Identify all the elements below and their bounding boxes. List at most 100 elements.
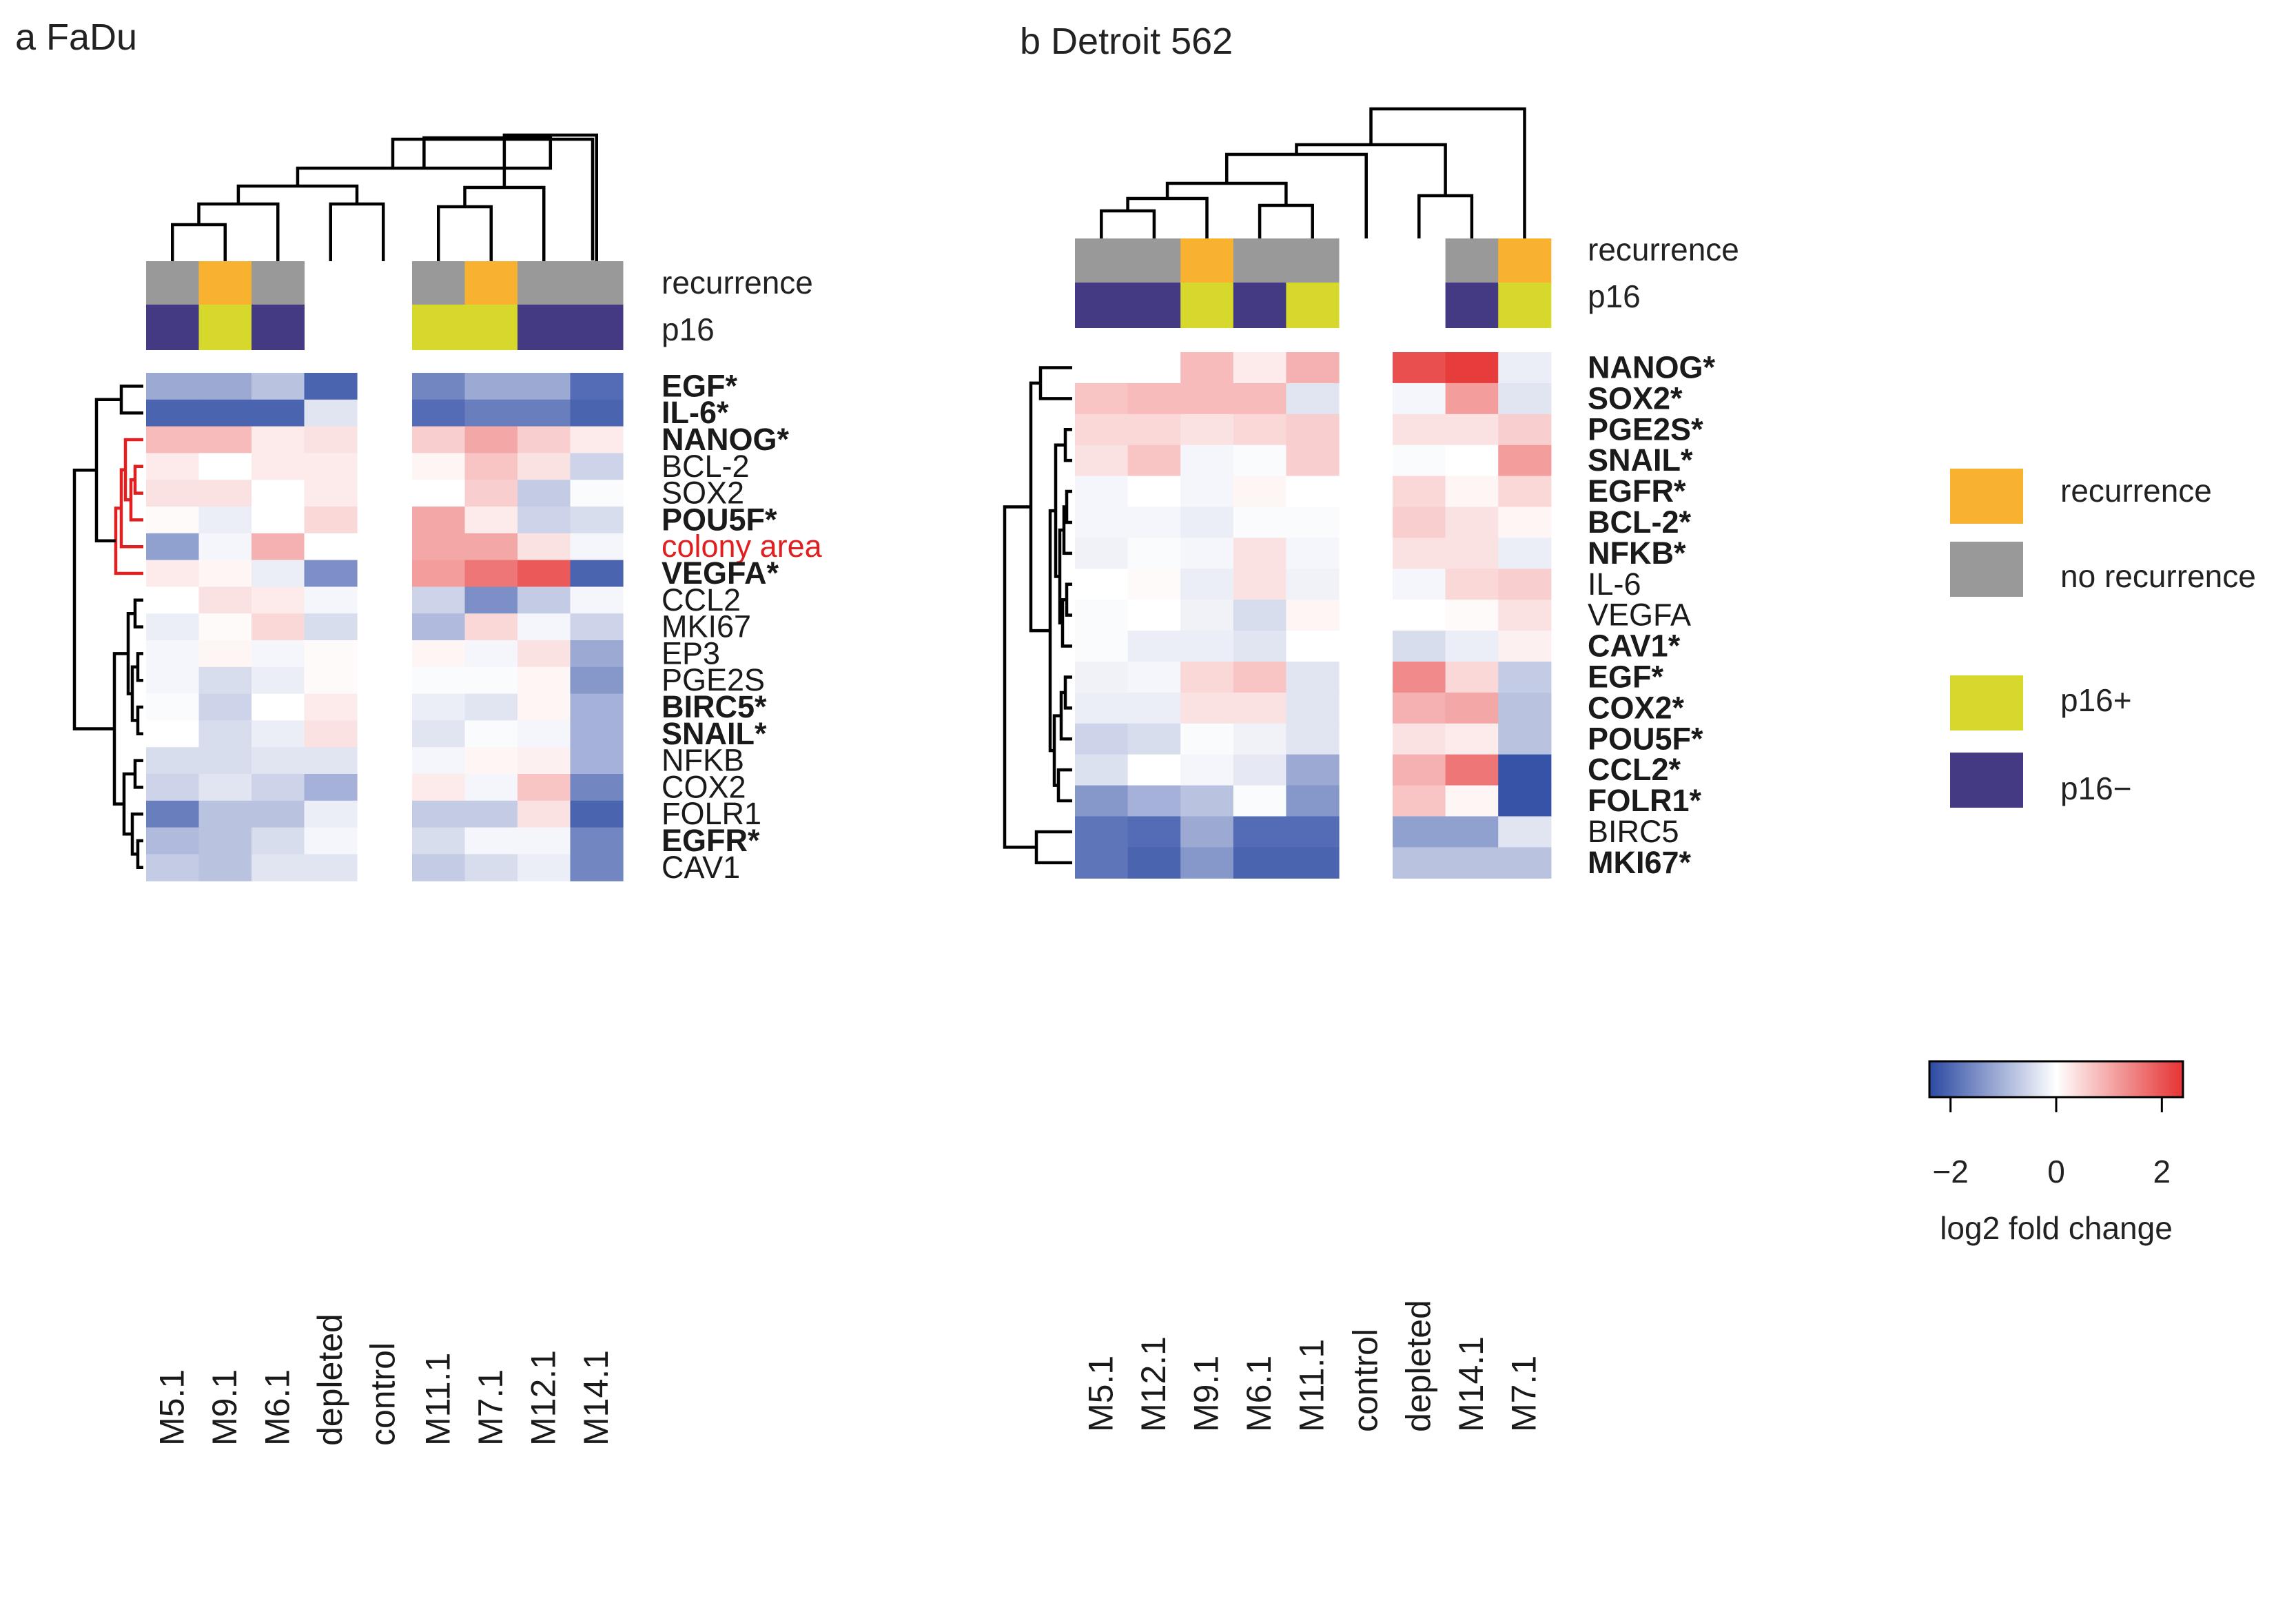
heatmap-cell [412, 399, 466, 427]
heatmap-cell [1127, 538, 1181, 569]
heatmap-cell [1393, 662, 1446, 693]
p16-cell [517, 305, 571, 350]
heatmap-cell [1180, 382, 1234, 415]
row-label: EGF* [662, 368, 738, 403]
heatmap-cell [517, 480, 571, 507]
column-label: M9.1 [1187, 1356, 1226, 1432]
heatmap-cell [1498, 723, 1552, 755]
heatmap-cell [1286, 413, 1340, 446]
recurrence-cell [1180, 238, 1234, 284]
heatmap-cell [570, 640, 624, 668]
dendrogram-branch [1126, 196, 1209, 238]
dendrogram-branch [136, 839, 143, 870]
dendrogram-branch [1063, 675, 1072, 710]
heatmap-cell [1233, 600, 1287, 631]
heatmap-cell [1286, 569, 1340, 600]
heatmap-cell [1286, 692, 1340, 724]
recurrence-cell [1445, 238, 1499, 284]
heatmap-cell [1233, 723, 1287, 755]
heatmap-cell [464, 613, 518, 641]
heatmap-cell [198, 854, 252, 881]
heatmap-cell [198, 480, 252, 507]
heatmap-cell [412, 666, 466, 695]
heatmap-cell [464, 453, 518, 480]
heatmap-cell [198, 586, 252, 614]
recurrence-cell [252, 261, 305, 307]
dendrogram-branch [171, 223, 227, 261]
heatmap-cell [146, 453, 200, 480]
heatmap-cell [464, 640, 518, 668]
column-label: M6.1 [1240, 1356, 1278, 1432]
heatmap-cell [570, 426, 624, 453]
dendrogram-branch [1038, 366, 1072, 400]
heatmap-cell [1498, 352, 1552, 384]
heatmap-cell [517, 560, 571, 587]
heatmap-cell [570, 854, 624, 881]
dendrogram-branch [391, 137, 595, 261]
heatmap-cell [146, 720, 200, 748]
dendrogram-branch [1295, 143, 1447, 196]
legend-p16-neg-label: p16− [2060, 770, 2132, 806]
heatmap-cell [252, 640, 305, 668]
heatmap-cell [1393, 413, 1446, 446]
heatmap-cell [1445, 445, 1499, 477]
column-label: M7.1 [471, 1369, 510, 1446]
column-label: M9.1 [205, 1369, 244, 1446]
heatmap-cell [1127, 785, 1181, 817]
p16-cell [464, 305, 518, 350]
heatmap-cell [1180, 476, 1234, 508]
heatmap-cell [146, 373, 200, 400]
dendrogram-branch [133, 759, 143, 789]
heatmap-cell [1286, 723, 1340, 755]
heatmap-cell [1286, 785, 1340, 817]
heatmap-cell [517, 640, 571, 668]
panel-a-annotation-bars [146, 261, 624, 350]
legend: recurrence no recurrence p16+ p16− −2 0 2 … [1928, 469, 2256, 1246]
heatmap-cell [517, 747, 571, 775]
heatmap-cell [252, 480, 305, 507]
recurrence-cell [198, 261, 252, 307]
heatmap-cell [412, 533, 466, 561]
row-label: SOX2 [662, 476, 744, 511]
heatmap-cell [412, 827, 466, 855]
panel-a-column-labels: M5.1 M9.1 M6.1 depleted control M11.1 M7.1 M12.… [152, 1314, 615, 1446]
heatmap-cell [570, 666, 624, 695]
heatmap-cell [1180, 785, 1234, 817]
heatmap-cell [1498, 507, 1552, 538]
dendrogram-branch [133, 598, 143, 629]
heatmap-cell [146, 399, 200, 427]
heatmap-cell [1075, 692, 1129, 724]
heatmap-cell [570, 480, 624, 507]
panel-a-column-dendrogram [171, 133, 598, 261]
heatmap-cell [1286, 476, 1340, 508]
heatmap-cell [1286, 600, 1340, 631]
panel-a-title: a FaDu [15, 17, 137, 58]
heatmap-cell [198, 827, 252, 855]
heatmap-cell [198, 666, 252, 695]
row-label: EP3 [662, 635, 720, 671]
heatmap-cell [412, 720, 466, 748]
heatmap-cell [517, 533, 571, 561]
heatmap-cell [1286, 847, 1340, 879]
row-label: BCL-2 [662, 449, 750, 484]
dendrogram-branch [1369, 107, 1526, 238]
panel-a-row-dendrogram [72, 385, 143, 870]
p16-cell [198, 305, 252, 350]
legend-p16-neg-swatch [1950, 753, 2023, 808]
heatmap-cell [1498, 569, 1552, 600]
heatmap-cell [304, 640, 358, 668]
heatmap-cell [1127, 507, 1181, 538]
p16-cell [252, 305, 305, 350]
heatmap-cell [570, 453, 624, 480]
heatmap-cell [1233, 847, 1287, 879]
heatmap-cell [1180, 352, 1234, 384]
heatmap-cell [1180, 662, 1234, 693]
heatmap-cell [1233, 631, 1287, 662]
heatmap-cell [198, 426, 252, 453]
heatmap-cell [1075, 476, 1129, 508]
panel-b-detroit562: b Detroit 562 recurrence p16 NANOG*SOX2*… [1003, 21, 1739, 1432]
dendrogram-branch [129, 478, 143, 522]
heatmap-cell [1393, 352, 1446, 384]
row-label: PGE2S* [1588, 411, 1703, 447]
heatmap-cell [198, 507, 252, 534]
